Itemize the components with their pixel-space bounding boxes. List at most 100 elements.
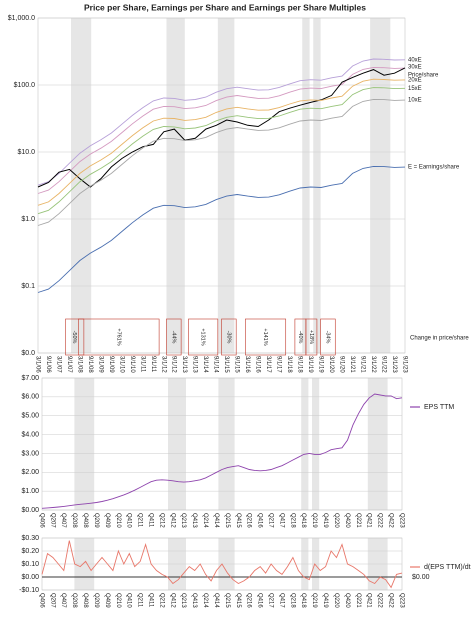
y-tick-label: $0.30 [21, 535, 39, 542]
x-tick-label: Q414 [213, 593, 219, 608]
x-tick-label: 3/1/07 [55, 356, 61, 373]
change-label: -40% [297, 331, 303, 344]
shaded-period [218, 378, 235, 510]
change-box [221, 318, 237, 356]
x-tick-label: Q215 [224, 513, 230, 528]
shaded-period [217, 18, 235, 353]
x-tick-label: Q421 [366, 593, 372, 608]
y-tick-label: $3.00 [21, 450, 39, 457]
x-tick-label: Q207 [49, 593, 55, 608]
x-tick-label: 9/1/22 [380, 356, 386, 373]
y-tick-label: $0.0 [21, 350, 35, 357]
y-tick-label: $7.00 [21, 375, 39, 382]
x-tick-label: Q408 [82, 593, 88, 608]
shaded-period [74, 378, 95, 510]
x-tick-label: Q420 [344, 593, 350, 608]
shaded-period [367, 378, 388, 510]
series-label: Price/share [408, 72, 439, 78]
x-tick-label: 9/1/19 [318, 356, 324, 373]
x-tick-label: Q409 [104, 593, 110, 608]
x-tick-label: 3/1/18 [286, 356, 292, 373]
x-tick-label: Q413 [191, 513, 197, 528]
shaded-period [168, 378, 186, 510]
x-tick-label: Q221 [355, 593, 361, 608]
chart-title: Price per Share, Earnings per Share and … [84, 2, 366, 12]
x-tick-label: Q209 [93, 593, 99, 608]
x-tick-label: Q420 [344, 513, 350, 528]
x-tick-label: Q417 [278, 513, 284, 528]
change-box [65, 318, 85, 356]
y-tick-label: $1.0 [21, 216, 35, 223]
y-tick-label: $0.10 [21, 561, 39, 568]
x-tick-label: Q211 [137, 513, 143, 528]
change-label: -44% [170, 331, 176, 344]
x-tick-label: Q410 [126, 513, 132, 528]
y-tick-label: $0.00 [21, 574, 39, 581]
x-tick-label: Q411 [148, 593, 154, 608]
shaded-period [370, 18, 391, 353]
series-label: 40xE [408, 57, 422, 63]
series-line [37, 67, 406, 188]
x-tick-label: 9/1/23 [401, 356, 407, 373]
x-tick-label: Q210 [115, 513, 121, 528]
x-tick-label: 9/1/16 [255, 356, 261, 373]
change-box [188, 318, 219, 356]
x-tick-label: Q216 [246, 513, 252, 528]
series-label: E = Earnings/share [408, 165, 460, 171]
y-tick-label: -$0.10 [19, 587, 39, 594]
y-tick-label: $5.00 [21, 413, 39, 420]
x-tick-label: Q413 [191, 593, 197, 608]
series-label: 30xE [408, 65, 422, 71]
x-tick-label: Q422 [388, 593, 394, 608]
x-tick-label: Q212 [158, 593, 164, 608]
x-tick-label: Q210 [115, 593, 121, 608]
x-tick-label: Q410 [126, 593, 132, 608]
x-tick-label: Q216 [246, 593, 252, 608]
x-tick-label: Q209 [93, 513, 99, 528]
x-tick-label: 3/1/15 [223, 356, 229, 373]
annotation-title: Change in price/share [410, 336, 469, 342]
series-line [37, 78, 406, 206]
x-tick-label: 9/1/08 [87, 356, 93, 373]
x-tick-label: Q419 [322, 513, 328, 528]
x-tick-label: 9/1/07 [66, 356, 72, 373]
x-tick-label: Q213 [180, 513, 186, 528]
x-tick-label: Q212 [158, 513, 164, 528]
series-line [41, 393, 403, 509]
change-box [305, 318, 318, 356]
x-tick-label: Q218 [289, 513, 295, 528]
x-tick-label: 3/1/21 [349, 356, 355, 373]
x-tick-label: Q214 [202, 513, 208, 528]
x-tick-label: 9/1/18 [297, 356, 303, 373]
series-line [37, 98, 406, 226]
x-tick-label: Q412 [169, 513, 175, 528]
y-tick-label: $0.1 [21, 283, 35, 290]
x-tick-label: 9/1/21 [359, 356, 365, 373]
x-tick-label: 3/1/06 [34, 356, 40, 373]
series-line [37, 58, 406, 186]
x-tick-label: Q415 [235, 593, 241, 608]
x-tick-label: 9/1/10 [129, 356, 135, 373]
change-label: -34% [324, 331, 330, 344]
x-tick-label: 3/1/16 [244, 356, 250, 373]
y-tick-label: $0.20 [21, 548, 39, 555]
series-line [37, 66, 406, 194]
x-tick-label: 9/1/06 [45, 356, 51, 373]
series-label: 10xE [408, 98, 422, 104]
x-tick-label: Q412 [169, 593, 175, 608]
series-label: 15xE [408, 86, 422, 92]
x-tick-label: Q422 [388, 513, 394, 528]
x-tick-label: Q218 [289, 593, 295, 608]
x-tick-label: 3/1/23 [391, 356, 397, 373]
x-tick-label: Q213 [180, 593, 186, 608]
x-tick-label: Q214 [202, 593, 208, 608]
y-tick-label: $1,000.0 [8, 15, 35, 22]
x-tick-label: Q221 [355, 513, 361, 528]
x-tick-label: 9/1/15 [234, 356, 240, 373]
change-label: +141% [262, 328, 268, 345]
series-line [37, 165, 406, 293]
x-tick-label: 9/1/17 [276, 356, 282, 373]
series-label: 20xE [408, 78, 422, 84]
x-tick-label: Q222 [377, 593, 383, 608]
